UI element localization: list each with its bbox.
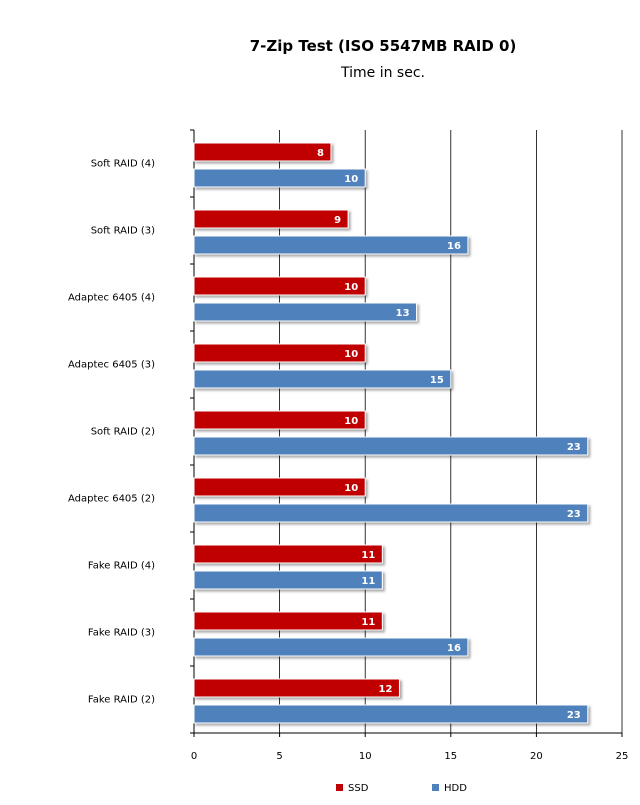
data-label: 15 [430, 375, 444, 386]
x-tick-labels: 0 5 10 15 20 25 [191, 751, 629, 762]
data-label: 10 [344, 483, 358, 494]
category-label: Fake RAID (2) [88, 695, 155, 706]
category-label: Adaptec 6405 (3) [68, 360, 155, 371]
bar-hdd [193, 302, 418, 322]
bar-hdd [193, 168, 366, 188]
bar-ssd [193, 678, 400, 698]
bar-hdd [193, 570, 383, 590]
bar-hdd [193, 704, 589, 724]
x-tick-label: 20 [530, 751, 543, 762]
legend-label: SSD [348, 783, 369, 794]
x-tick-label: 0 [191, 751, 197, 762]
x-tick-label: 10 [359, 751, 372, 762]
x-tick-label: 5 [276, 751, 282, 762]
legend: SSD HDD [336, 783, 467, 794]
data-label: 23 [567, 710, 581, 721]
bar-ssd [193, 611, 383, 631]
bar-hdd [193, 369, 452, 389]
bars: 8 10 9 16 10 13 10 15 10 23 10 23 11 11 11 16 12 23 [193, 142, 589, 724]
data-label: 16 [447, 643, 461, 654]
category-label: Soft RAID (4) [91, 159, 155, 170]
bar-ssd [193, 544, 383, 564]
category-label: Fake RAID (3) [88, 628, 155, 639]
gridlines [279, 130, 623, 733]
chart-title: 7-Zip Test (ISO 5547MB RAID 0) [250, 37, 517, 55]
category-labels: Soft RAID (4) Soft RAID (3) Adaptec 6405 (… [68, 159, 155, 706]
x-tick-label: 15 [444, 751, 457, 762]
data-label: 9 [334, 215, 341, 226]
bar-ssd [193, 276, 366, 296]
category-label: Adaptec 6405 (2) [68, 494, 155, 505]
data-label: 23 [567, 442, 581, 453]
chart-subtitle: Time in sec. [340, 65, 425, 81]
data-label: 8 [317, 148, 324, 159]
bar-ssd [193, 477, 366, 497]
data-label: 16 [447, 241, 461, 252]
bar-hdd [193, 235, 469, 255]
bar-ssd [193, 343, 366, 363]
data-label: 10 [344, 416, 358, 427]
bar-ssd [193, 209, 349, 229]
data-label: 10 [344, 349, 358, 360]
data-label: 11 [361, 576, 375, 587]
x-tick-label: 25 [616, 751, 629, 762]
data-label: 23 [567, 509, 581, 520]
axes [190, 129, 623, 737]
category-label: Fake RAID (4) [88, 561, 155, 572]
category-label: Soft RAID (3) [91, 226, 155, 237]
data-label: 13 [396, 308, 410, 319]
bar-hdd [193, 436, 589, 456]
bar-ssd [193, 410, 366, 430]
data-label: 12 [379, 684, 393, 695]
data-label: 11 [361, 617, 375, 628]
legend-label: HDD [444, 783, 467, 794]
legend-swatch-hdd [432, 784, 439, 791]
bar-hdd [193, 637, 469, 657]
category-label: Soft RAID (2) [91, 427, 155, 438]
category-label: Adaptec 6405 (4) [68, 293, 155, 304]
data-label: 10 [344, 174, 358, 185]
bar-ssd [193, 142, 332, 162]
legend-swatch-ssd [336, 784, 343, 791]
data-label: 11 [361, 550, 375, 561]
bar-hdd [193, 503, 589, 523]
data-label: 10 [344, 282, 358, 293]
